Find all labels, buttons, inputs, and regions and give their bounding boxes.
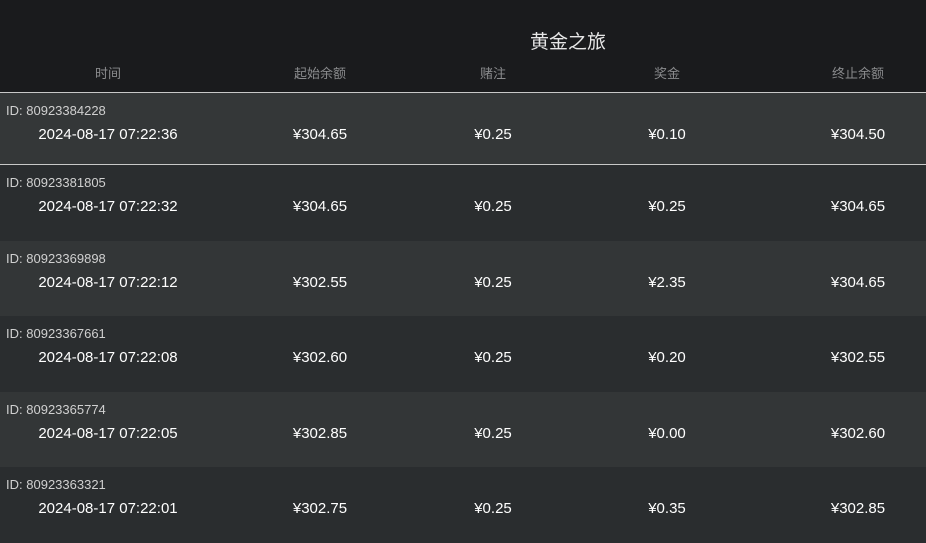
cell-end: ¥304.50 xyxy=(830,126,886,143)
cell-start: ¥302.75 xyxy=(292,500,348,517)
cell-end: ¥304.65 xyxy=(830,273,886,291)
column-header-bet: 赌注 xyxy=(479,66,506,81)
round-id: ID: 80923365774 xyxy=(6,401,106,417)
cell-prize: ¥0.00 xyxy=(648,424,686,442)
cell-end: ¥302.60 xyxy=(830,424,886,442)
page-title: 黄金之旅 xyxy=(529,32,606,53)
history-header: 黄金之旅 时间 起始余额 赌注 奖金 终止余额 xyxy=(0,0,926,93)
column-header-start-balance: 起始余额 xyxy=(293,66,346,81)
cell-bet: ¥0.25 xyxy=(474,424,512,442)
cell-bet: ¥0.25 xyxy=(474,273,512,291)
cell-time: 2024-08-17 07:22:12 xyxy=(38,273,178,291)
table-row[interactable]: ID: 80923369898 2024-08-17 07:22:12 ¥302.5… xyxy=(0,240,926,316)
cell-start: ¥302.60 xyxy=(292,349,348,366)
round-id: ID: 80923381805 xyxy=(6,175,106,190)
cell-end: ¥304.65 xyxy=(830,198,886,215)
cell-start: ¥304.65 xyxy=(292,126,348,143)
cell-bet: ¥0.25 xyxy=(474,198,512,215)
round-id: ID: 80923367661 xyxy=(6,326,106,341)
round-id: ID: 80923384228 xyxy=(6,103,106,118)
table-row[interactable]: ID: 80923367661 2024-08-17 07:22:08 ¥302.6… xyxy=(0,316,926,392)
column-header-end-balance: 终止余额 xyxy=(831,66,884,81)
history-list: ID: 80923384228 2024-08-17 07:22:36 ¥304.6… xyxy=(0,93,926,543)
cell-prize: ¥0.10 xyxy=(648,126,686,143)
cell-end: ¥302.85 xyxy=(830,500,886,517)
cell-time: 2024-08-17 07:22:32 xyxy=(38,198,178,215)
cell-start: ¥302.85 xyxy=(292,424,348,442)
table-row[interactable]: ID: 80923365774 2024-08-17 07:22:05 ¥302.8… xyxy=(0,391,926,467)
table-row[interactable]: ID: 80923381805 2024-08-17 07:22:32 ¥304.6… xyxy=(0,165,926,241)
cell-prize: ¥2.35 xyxy=(648,273,686,291)
cell-start: ¥302.55 xyxy=(292,273,348,291)
round-id: ID: 80923363321 xyxy=(6,477,106,492)
cell-bet: ¥0.25 xyxy=(474,349,512,366)
cell-start: ¥304.65 xyxy=(292,198,348,215)
table-row[interactable]: ID: 80923363321 2024-08-17 07:22:01 ¥302.7… xyxy=(0,467,926,543)
cell-time: 2024-08-17 07:22:36 xyxy=(38,126,178,143)
column-header-prize: 奖金 xyxy=(653,66,680,81)
round-id: ID: 80923369898 xyxy=(6,250,106,266)
column-header-time: 时间 xyxy=(94,66,121,81)
cell-end: ¥302.55 xyxy=(830,349,886,366)
cell-bet: ¥0.25 xyxy=(474,126,512,143)
cell-time: 2024-08-17 07:22:08 xyxy=(38,349,178,366)
cell-prize: ¥0.35 xyxy=(648,500,686,517)
cell-time: 2024-08-17 07:22:05 xyxy=(38,424,178,442)
cell-prize: ¥0.25 xyxy=(648,198,686,215)
cell-time: 2024-08-17 07:22:01 xyxy=(38,500,178,517)
cell-bet: ¥0.25 xyxy=(474,500,512,517)
table-row[interactable]: ID: 80923384228 2024-08-17 07:22:36 ¥304.6… xyxy=(0,93,926,165)
cell-prize: ¥0.20 xyxy=(648,349,686,366)
